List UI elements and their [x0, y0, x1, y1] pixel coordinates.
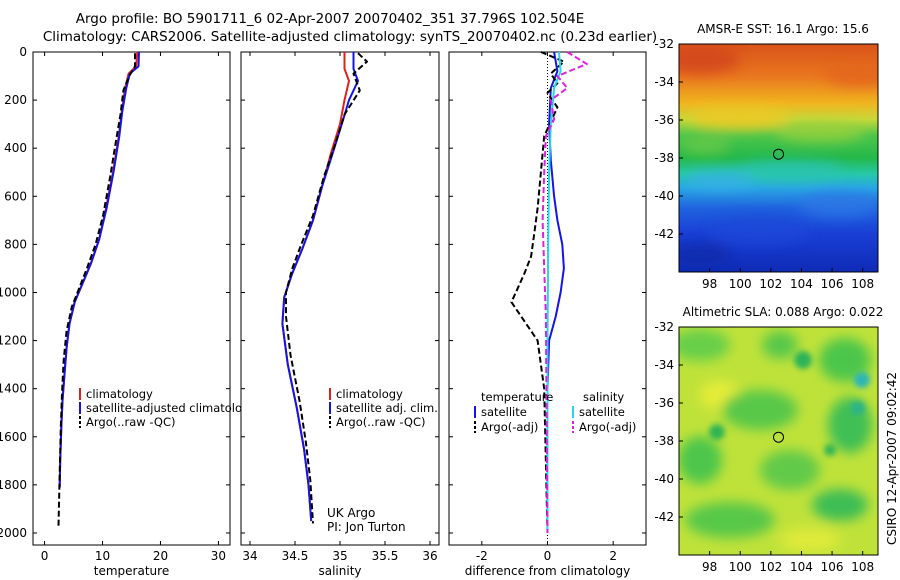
series-line-2 [57, 53, 136, 526]
figure-title-line-1: Argo profile: BO 5901711_6 02-Apr-2007 2… [75, 11, 585, 27]
x-tick-label: 34 [242, 549, 257, 563]
x-tick-label: 20 [153, 549, 168, 563]
x-axis-label: temperature [94, 564, 169, 578]
x-tick-label: 35 [332, 549, 347, 563]
y-tick-label: 1200 [0, 334, 27, 348]
y-tick-label: 1600 [0, 430, 27, 444]
y-tick-label: 800 [4, 237, 27, 251]
series-line-2 [546, 51, 562, 533]
x-tick-label: 100 [729, 560, 752, 574]
legend-label: satellite [481, 405, 527, 419]
series-line-1 [281, 52, 359, 522]
legend-label: satellite [579, 405, 625, 419]
x-tick-label: 106 [821, 277, 844, 291]
x-tick-label: 98 [702, 560, 717, 574]
y-tick-label: 0 [19, 45, 27, 59]
x-tick-label: 2 [609, 549, 617, 563]
sla-map-axes: 98 100 102 104 106 108 -32 -34 -36 -38 -40 -42 [654, 320, 879, 574]
x-axis-label: difference from climatology [465, 564, 631, 578]
y-tick-label: -34 [654, 358, 674, 372]
annotation-line-2: PI: Jon Turton [327, 520, 406, 534]
legend-label: satellite-adjusted climatology [86, 401, 256, 415]
y-tick-label: -32 [654, 37, 674, 51]
legend-label: climatology [86, 387, 153, 401]
x-tick-label: 104 [790, 277, 813, 291]
y-tick-label: -40 [654, 189, 674, 203]
y-tick-label: 2000 [0, 526, 27, 540]
sla-map-title: Altimetric SLA: 0.088 Argo: 0.022 [682, 305, 884, 319]
temperature-panel: 0 10 20 30 0 200 400 600 800 1000 1200 1400 1600 1800… [0, 45, 256, 578]
y-tick-label: -42 [654, 227, 674, 241]
sla-map [679, 327, 878, 555]
argo-position-marker [773, 431, 784, 443]
y-tick-label: -42 [654, 510, 674, 524]
figure-title-line-2: Climatology: CARS2006. Satellite-adjuste… [42, 29, 658, 45]
legend-header-salinity: salinity [583, 390, 624, 404]
y-tick-label: 200 [4, 93, 27, 107]
y-tick-label: -40 [654, 472, 674, 486]
y-tick-label: -36 [654, 113, 674, 127]
y-tick-label: -38 [654, 434, 674, 448]
x-tick-label: 35.5 [372, 549, 399, 563]
x-tick-label: 106 [821, 560, 844, 574]
legend-label: Argo(..raw -QC) [86, 415, 176, 429]
series-line-0 [546, 51, 565, 533]
x-tick-label: 102 [759, 560, 782, 574]
y-tick-label: 400 [4, 141, 27, 155]
x-axis-label: salinity [318, 564, 361, 578]
x-tick-label: 34.5 [282, 549, 309, 563]
x-tick-label: 104 [790, 560, 813, 574]
y-tick-label: 1400 [0, 382, 27, 396]
y-tick-label: 1000 [0, 285, 27, 299]
y-tick-label: 1800 [0, 478, 27, 492]
legend-label: satellite adj. clim. [336, 401, 438, 415]
legend-label: climatology [336, 387, 403, 401]
annotation-line-1: UK Argo [327, 506, 375, 520]
x-tick-label: 108 [851, 560, 874, 574]
x-tick-label: 0 [41, 549, 49, 563]
x-tick-label: 98 [702, 277, 717, 291]
series-line-3 [541, 51, 588, 534]
series-line-1 [58, 51, 140, 488]
y-tick-label: -36 [654, 396, 674, 410]
y-tick-label: -34 [654, 75, 674, 89]
x-tick-label: 10 [95, 549, 110, 563]
plot-frame [32, 51, 231, 546]
series-line-2 [285, 52, 368, 524]
x-tick-label: 108 [851, 277, 874, 291]
argo-position-marker [773, 148, 784, 160]
y-tick-label: -38 [654, 151, 674, 165]
x-tick-label: 30 [211, 549, 226, 563]
x-tick-label: -2 [476, 549, 488, 563]
sst-map-axes: 98 100 102 104 106 108 -32 -34 -36 -38 -40 -42 [654, 37, 879, 291]
legend-header-temperature: temperature [481, 390, 553, 404]
series-line-1 [510, 51, 565, 534]
x-tick-label: 100 [729, 277, 752, 291]
y-tick-label: -32 [654, 320, 674, 334]
sst-map [679, 44, 878, 272]
legend-label: Argo(..raw -QC) [336, 415, 426, 429]
sst-map-title: AMSR-E SST: 16.1 Argo: 15.6 [697, 22, 869, 36]
legend-label: Argo(-adj) [481, 420, 538, 434]
x-tick-label: 36 [422, 549, 437, 563]
legend-label: Argo(-adj) [579, 420, 636, 434]
x-tick-label: 0 [544, 549, 552, 563]
y-tick-label: 600 [4, 189, 27, 203]
x-tick-label: 102 [759, 277, 782, 291]
salinity-panel: 34 34.5 35 35.5 36 salinity climatologysatelli… [240, 51, 440, 578]
